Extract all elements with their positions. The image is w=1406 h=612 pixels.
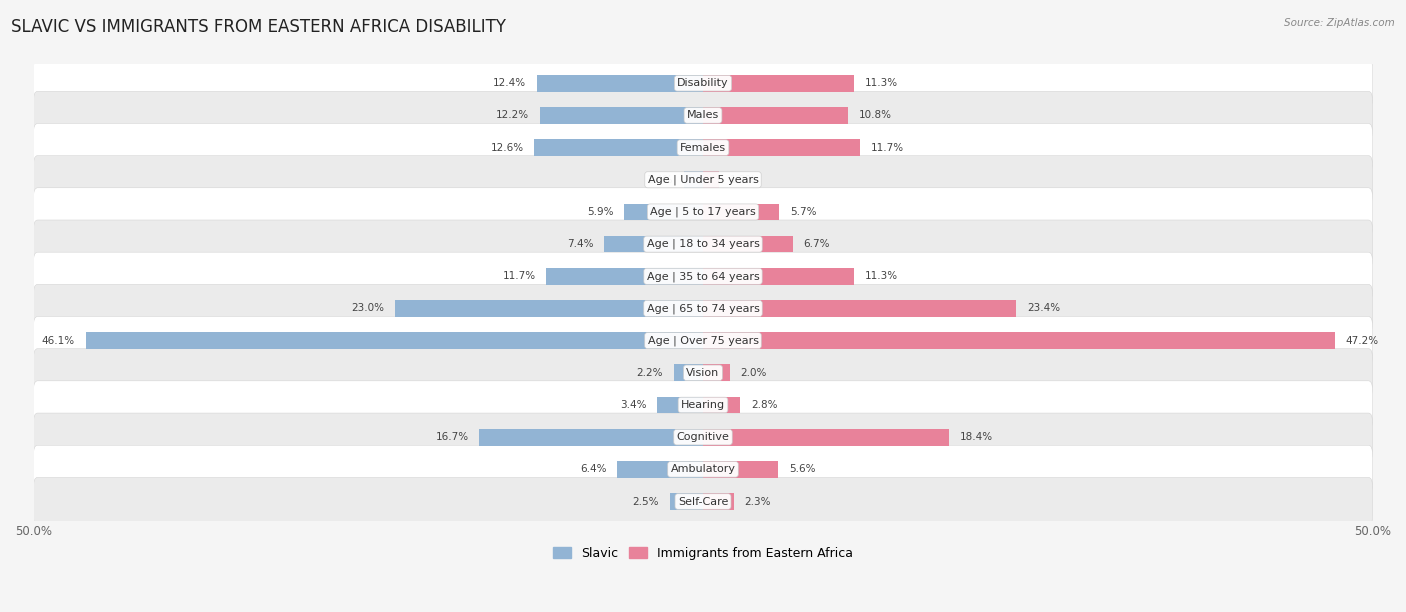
Text: Ambulatory: Ambulatory	[671, 465, 735, 474]
Text: 12.2%: 12.2%	[496, 110, 529, 121]
Bar	[703, 300, 1017, 317]
Bar	[547, 268, 703, 285]
Bar	[479, 429, 703, 446]
Bar	[617, 461, 703, 478]
Text: 5.6%: 5.6%	[789, 465, 815, 474]
Text: 1.4%: 1.4%	[647, 175, 673, 185]
Bar	[669, 493, 703, 510]
FancyBboxPatch shape	[34, 91, 1372, 140]
Bar	[703, 461, 778, 478]
Bar	[537, 75, 703, 92]
FancyBboxPatch shape	[34, 381, 1372, 429]
Text: SLAVIC VS IMMIGRANTS FROM EASTERN AFRICA DISABILITY: SLAVIC VS IMMIGRANTS FROM EASTERN AFRICA…	[11, 18, 506, 36]
Bar	[395, 300, 703, 317]
FancyBboxPatch shape	[34, 124, 1372, 172]
Text: 5.7%: 5.7%	[790, 207, 817, 217]
Text: Self-Care: Self-Care	[678, 496, 728, 507]
Text: 10.8%: 10.8%	[858, 110, 891, 121]
Text: Females: Females	[681, 143, 725, 152]
Bar	[703, 429, 949, 446]
Text: 11.3%: 11.3%	[865, 78, 898, 88]
Bar	[703, 75, 855, 92]
FancyBboxPatch shape	[34, 316, 1372, 365]
Bar	[673, 365, 703, 381]
Bar	[534, 140, 703, 156]
Text: Vision: Vision	[686, 368, 720, 378]
Text: 16.7%: 16.7%	[436, 432, 468, 442]
Text: 2.2%: 2.2%	[637, 368, 662, 378]
FancyBboxPatch shape	[34, 188, 1372, 236]
FancyBboxPatch shape	[34, 349, 1372, 397]
Bar	[703, 236, 793, 253]
Text: 11.3%: 11.3%	[865, 271, 898, 282]
FancyBboxPatch shape	[34, 445, 1372, 493]
Text: 6.7%: 6.7%	[803, 239, 830, 249]
Bar	[605, 236, 703, 253]
Bar	[703, 268, 855, 285]
FancyBboxPatch shape	[34, 477, 1372, 526]
Text: Disability: Disability	[678, 78, 728, 88]
FancyBboxPatch shape	[34, 252, 1372, 300]
Text: 5.9%: 5.9%	[586, 207, 613, 217]
FancyBboxPatch shape	[34, 285, 1372, 332]
Bar	[624, 204, 703, 220]
Bar	[86, 332, 703, 349]
Text: 11.7%: 11.7%	[870, 143, 904, 152]
Bar	[703, 171, 718, 188]
Text: 6.4%: 6.4%	[581, 465, 606, 474]
Text: Age | 65 to 74 years: Age | 65 to 74 years	[647, 303, 759, 314]
Text: Cognitive: Cognitive	[676, 432, 730, 442]
Text: 11.7%: 11.7%	[502, 271, 536, 282]
Text: 7.4%: 7.4%	[567, 239, 593, 249]
Text: 2.8%: 2.8%	[751, 400, 778, 410]
Legend: Slavic, Immigrants from Eastern Africa: Slavic, Immigrants from Eastern Africa	[548, 542, 858, 565]
Bar	[703, 107, 848, 124]
Bar	[703, 493, 734, 510]
Text: Age | Over 75 years: Age | Over 75 years	[648, 335, 758, 346]
Text: 12.6%: 12.6%	[491, 143, 523, 152]
Bar	[540, 107, 703, 124]
Text: 46.1%: 46.1%	[42, 335, 75, 346]
Bar	[703, 140, 859, 156]
Bar	[703, 365, 730, 381]
Text: Source: ZipAtlas.com: Source: ZipAtlas.com	[1284, 18, 1395, 28]
Text: 1.2%: 1.2%	[730, 175, 756, 185]
Text: Hearing: Hearing	[681, 400, 725, 410]
FancyBboxPatch shape	[34, 155, 1372, 204]
Text: Males: Males	[688, 110, 718, 121]
Text: 3.4%: 3.4%	[620, 400, 647, 410]
Text: Age | 18 to 34 years: Age | 18 to 34 years	[647, 239, 759, 249]
Text: Age | 35 to 64 years: Age | 35 to 64 years	[647, 271, 759, 282]
Bar	[658, 397, 703, 413]
Bar	[703, 332, 1336, 349]
Text: 2.3%: 2.3%	[745, 496, 770, 507]
Bar	[703, 204, 779, 220]
Text: 47.2%: 47.2%	[1346, 335, 1379, 346]
Bar	[685, 171, 703, 188]
FancyBboxPatch shape	[34, 59, 1372, 107]
Text: 2.5%: 2.5%	[633, 496, 659, 507]
Text: 18.4%: 18.4%	[960, 432, 993, 442]
Text: 23.0%: 23.0%	[352, 304, 384, 313]
FancyBboxPatch shape	[34, 413, 1372, 461]
Text: 2.0%: 2.0%	[741, 368, 766, 378]
Bar	[703, 397, 741, 413]
Text: 23.4%: 23.4%	[1026, 304, 1060, 313]
Text: Age | Under 5 years: Age | Under 5 years	[648, 174, 758, 185]
Text: Age | 5 to 17 years: Age | 5 to 17 years	[650, 207, 756, 217]
Text: 12.4%: 12.4%	[494, 78, 526, 88]
FancyBboxPatch shape	[34, 220, 1372, 268]
